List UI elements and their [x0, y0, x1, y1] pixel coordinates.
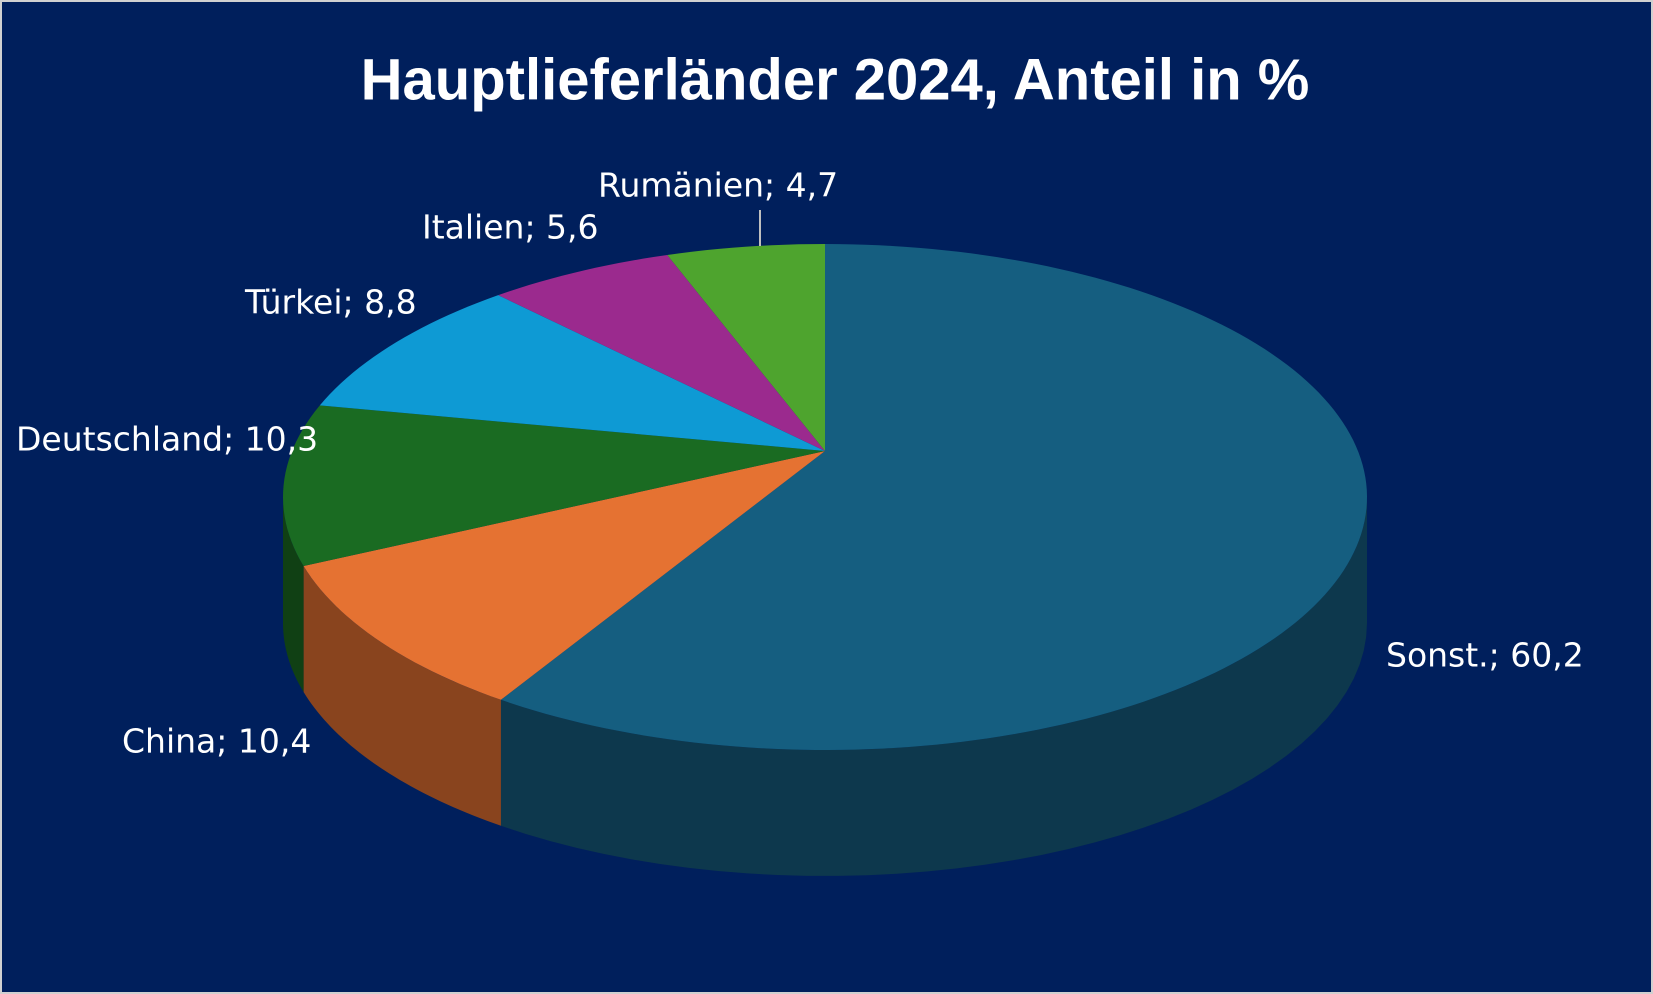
data-label: Türkei; 8,8: [244, 283, 417, 322]
pie-slice: [667, 244, 825, 451]
pie-slice: [303, 451, 825, 700]
data-label: Italien; 5,6: [422, 208, 599, 247]
pie-slice: [283, 405, 825, 567]
slice-side: [303, 566, 501, 826]
slice-side: [283, 497, 304, 693]
data-label: Deutschland; 10,3: [16, 420, 318, 459]
pie-slice: [500, 244, 1367, 750]
chart-title: Hauptlieferländer 2024, Anteil in %: [361, 47, 1310, 112]
data-label: Rumänien; 4,7: [598, 166, 838, 205]
slice-side: [500, 497, 1367, 876]
data-label: Sonst.; 60,2: [1386, 636, 1584, 675]
pie-slice: [498, 254, 825, 451]
data-label: China; 10,4: [122, 722, 311, 761]
pie-slice: [319, 295, 825, 451]
